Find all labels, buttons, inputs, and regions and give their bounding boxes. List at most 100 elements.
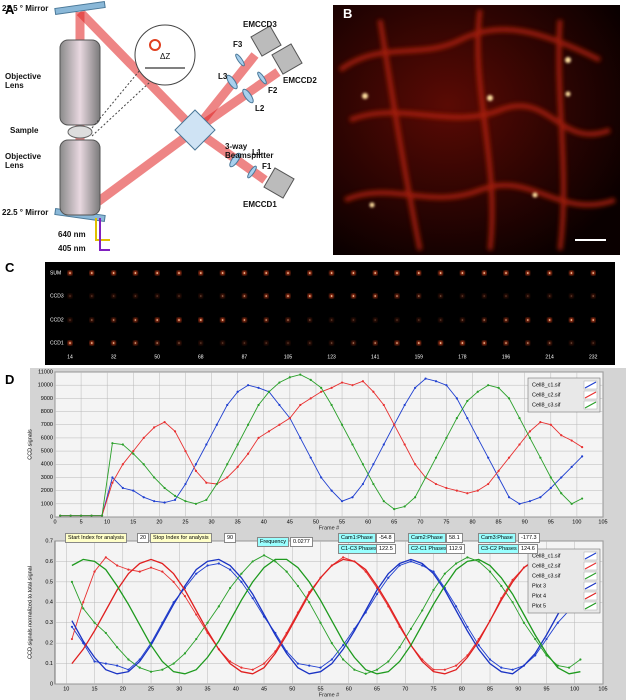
data-point (183, 652, 187, 655)
spot-core (243, 319, 246, 321)
legend-swatch (584, 572, 597, 580)
column-label: 50 (154, 354, 160, 360)
data-point (387, 576, 390, 579)
data-point (205, 481, 208, 484)
data-point (497, 469, 500, 472)
x-tick-label: 25 (148, 686, 154, 692)
spot (307, 340, 312, 346)
spot (547, 340, 552, 346)
x-tick-label: 45 (287, 519, 293, 525)
spot (329, 317, 334, 323)
data-point (142, 436, 145, 440)
spot (525, 293, 530, 299)
plot-area (54, 371, 604, 518)
data-point (477, 560, 480, 563)
spot-core (156, 319, 158, 321)
spot (416, 293, 421, 299)
data-point (500, 584, 503, 588)
data-point (116, 664, 119, 667)
x-tick-label: 80 (469, 519, 475, 525)
spot-core (309, 319, 311, 321)
data-point (382, 500, 385, 503)
data-point (455, 562, 458, 565)
data-point (398, 564, 401, 567)
data-point (215, 482, 218, 486)
data-point (257, 386, 260, 389)
spot-core (439, 342, 442, 344)
spot-core (461, 272, 464, 274)
y-tick-label: 8000 (41, 409, 53, 415)
control-label: Start Index for analysis (65, 533, 127, 543)
data-point (251, 668, 254, 671)
spot-core (396, 342, 398, 344)
control-value: 90 (224, 533, 237, 543)
legend-swatch (584, 391, 597, 399)
data-point (511, 601, 514, 604)
data-point (132, 452, 135, 455)
data-point (409, 627, 413, 630)
data-point (127, 668, 130, 671)
spot-core (178, 319, 180, 321)
data-point (247, 384, 250, 387)
spot-core (418, 319, 420, 321)
spot-core (69, 342, 71, 344)
spot-core (374, 342, 377, 344)
data-point (172, 580, 175, 583)
y-tick-label: 0.4 (45, 600, 53, 606)
data-point (93, 621, 96, 624)
data-point (414, 463, 417, 466)
spot-core (112, 342, 115, 344)
data-point (142, 463, 145, 466)
data-point (330, 386, 333, 389)
data-point (195, 613, 198, 616)
data-point (184, 500, 187, 503)
data-point (424, 476, 427, 479)
spot-core (592, 272, 594, 274)
x-tick-label: 15 (91, 686, 97, 692)
spot-core (439, 295, 442, 297)
y-axis-label: CCD signals normalized to total signal (27, 566, 33, 659)
data-point (455, 489, 458, 492)
data-point (100, 514, 104, 517)
data-point (236, 390, 239, 393)
data-point (319, 621, 322, 624)
data-point (82, 607, 85, 610)
row-label: CCD2 (50, 317, 64, 323)
data-point (497, 476, 500, 479)
x-tick-label: 55 (317, 686, 323, 692)
spot-core (265, 295, 268, 297)
spot-core (570, 342, 573, 344)
spot (438, 293, 443, 299)
data-point (570, 465, 573, 469)
spot-core (461, 319, 464, 321)
data-point (361, 380, 365, 383)
legend-swatch (584, 401, 597, 409)
data-point (528, 436, 532, 440)
inset (134, 24, 196, 86)
data-point (403, 403, 406, 407)
spot (482, 293, 487, 299)
label: Objective Lens (5, 72, 42, 90)
data-point (387, 660, 390, 663)
x-tick-label: 55 (339, 519, 345, 525)
data-point (132, 489, 135, 492)
legend-label: Cell8_c3.sif (532, 573, 561, 579)
data-point (319, 666, 322, 669)
spot (242, 340, 247, 346)
inset-guide (91, 69, 141, 129)
data-point (121, 443, 124, 446)
panel-label: B (343, 6, 353, 21)
spot (394, 317, 400, 323)
legend-label: Cell8_c3.sif (532, 402, 561, 408)
data-point (236, 443, 239, 446)
data-point (487, 456, 490, 459)
sample-holder (67, 125, 93, 139)
x-tick-label: 25 (182, 519, 188, 525)
spot-core (418, 272, 420, 274)
y-tick-label: 4000 (41, 462, 53, 468)
data-point (308, 601, 311, 604)
label: EMCCD3 (243, 20, 277, 29)
control-label: C1-C3 Phases (338, 544, 380, 554)
spot (547, 293, 552, 299)
